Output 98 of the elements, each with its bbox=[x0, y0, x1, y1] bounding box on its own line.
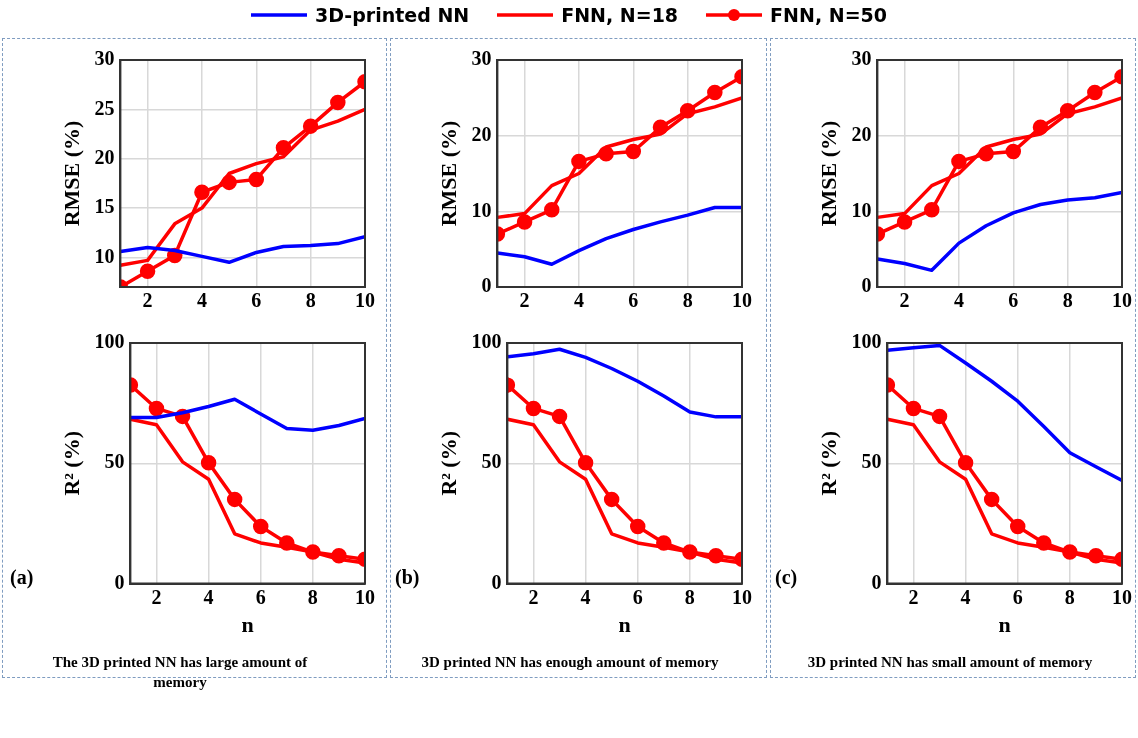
x-tick-label: 6 bbox=[255, 585, 266, 608]
y-axis-title: R² (%) bbox=[435, 430, 461, 496]
y-tick-label: 0 bbox=[871, 570, 882, 593]
y-tick-label: 25 bbox=[94, 96, 115, 119]
y-tick-label: 10 bbox=[851, 198, 872, 221]
x-tick-label: 4 bbox=[573, 289, 584, 312]
point bbox=[226, 491, 243, 508]
y-tick-label: 20 bbox=[94, 145, 115, 168]
point bbox=[603, 491, 620, 508]
text: (b) bbox=[395, 566, 420, 589]
y-tick-label: 15 bbox=[94, 195, 115, 218]
legend-label: FNN, N=50 bbox=[770, 4, 887, 26]
x-axis-title: n bbox=[241, 612, 254, 638]
text: (a) bbox=[10, 566, 34, 589]
x-tick-label: 2 bbox=[528, 585, 539, 608]
y-tick-label: 20 bbox=[471, 122, 492, 145]
point bbox=[200, 455, 217, 471]
y-tick-label: 30 bbox=[851, 47, 872, 70]
y-tick-label: 50 bbox=[104, 450, 125, 473]
x-tick-label: 6 bbox=[251, 289, 262, 312]
point bbox=[252, 518, 269, 535]
point bbox=[139, 263, 156, 279]
x-tick-label: 2 bbox=[908, 585, 919, 608]
x-tick-label: 10 bbox=[355, 585, 375, 608]
x-tick-label: 6 bbox=[1008, 289, 1019, 312]
y-tick-label: 10 bbox=[94, 244, 115, 267]
x-tick-label: 8 bbox=[307, 585, 318, 608]
x-tick-label: 2 bbox=[899, 289, 910, 312]
point bbox=[544, 202, 560, 218]
x-tick-label: 4 bbox=[953, 289, 964, 312]
point bbox=[516, 214, 533, 230]
y-tick-label: 30 bbox=[94, 47, 115, 70]
x-axis-title: n bbox=[998, 612, 1011, 638]
y-tick-label: 0 bbox=[481, 274, 492, 297]
x-tick-label: 2 bbox=[151, 585, 162, 608]
text: (c) bbox=[775, 566, 798, 589]
x-tick-label: 4 bbox=[580, 585, 591, 608]
y-tick-label: 100 bbox=[94, 330, 125, 353]
x-tick-label: 10 bbox=[1112, 289, 1132, 312]
y-tick-label: 20 bbox=[851, 122, 872, 145]
y-tick-label: 50 bbox=[861, 450, 882, 473]
x-tick-label: 8 bbox=[305, 289, 316, 312]
x-tick-label: 6 bbox=[632, 585, 643, 608]
legend-label: 3D-printed NN bbox=[314, 4, 470, 26]
point bbox=[330, 94, 346, 111]
y-tick-label: 0 bbox=[114, 570, 125, 593]
point bbox=[148, 400, 165, 417]
x-tick-label: 10 bbox=[1112, 585, 1132, 608]
x-axis-title: n bbox=[618, 612, 631, 638]
text: 3D printed NN has enough amount of memory bbox=[420, 653, 720, 672]
text: The 3D printed NN has large amount of memory bbox=[51, 653, 309, 692]
x-tick-label: 10 bbox=[732, 289, 752, 312]
x-tick-label: 2 bbox=[142, 289, 153, 312]
point bbox=[951, 153, 967, 170]
point bbox=[896, 214, 913, 230]
y-tick-label: 100 bbox=[851, 330, 882, 353]
text: 3D printed NN has small amount of memory bbox=[806, 653, 1094, 672]
point bbox=[625, 143, 642, 160]
y-axis-title: RMSE (%) bbox=[815, 120, 841, 227]
y-axis-title: RMSE (%) bbox=[435, 120, 461, 227]
point bbox=[905, 400, 922, 417]
point bbox=[1005, 143, 1022, 160]
point bbox=[551, 408, 568, 425]
point bbox=[577, 455, 594, 471]
point bbox=[931, 408, 948, 425]
y-axis-title: R² (%) bbox=[815, 430, 841, 496]
point bbox=[194, 184, 210, 200]
x-tick-label: 4 bbox=[196, 289, 207, 312]
point bbox=[707, 84, 723, 101]
x-tick-label: 4 bbox=[960, 585, 971, 608]
x-tick-label: 10 bbox=[732, 585, 752, 608]
x-tick-label: 2 bbox=[519, 289, 530, 312]
x-tick-label: 8 bbox=[1062, 289, 1073, 312]
x-tick-label: 10 bbox=[355, 289, 375, 312]
point bbox=[571, 153, 587, 170]
x-tick-label: 6 bbox=[628, 289, 639, 312]
y-tick-label: 0 bbox=[491, 570, 502, 593]
point bbox=[1087, 84, 1103, 101]
point bbox=[248, 171, 265, 188]
point bbox=[1009, 518, 1026, 535]
x-tick-label: 8 bbox=[1064, 585, 1075, 608]
y-tick-label: 30 bbox=[471, 47, 492, 70]
x-tick-label: 8 bbox=[684, 585, 695, 608]
point bbox=[525, 400, 542, 417]
y-tick-label: 100 bbox=[471, 330, 502, 353]
legend-label: FNN, N=18 bbox=[561, 4, 679, 26]
point bbox=[924, 202, 940, 218]
y-axis-title: R² (%) bbox=[58, 430, 84, 496]
point bbox=[957, 455, 974, 471]
y-tick-label: 50 bbox=[481, 450, 502, 473]
point bbox=[983, 491, 1000, 508]
point bbox=[629, 518, 646, 535]
x-tick-label: 6 bbox=[1012, 585, 1023, 608]
y-axis-title: RMSE (%) bbox=[58, 120, 84, 227]
y-tick-label: 10 bbox=[471, 198, 492, 221]
x-tick-label: 4 bbox=[203, 585, 214, 608]
y-tick-label: 0 bbox=[861, 274, 872, 297]
x-tick-label: 8 bbox=[682, 289, 693, 312]
